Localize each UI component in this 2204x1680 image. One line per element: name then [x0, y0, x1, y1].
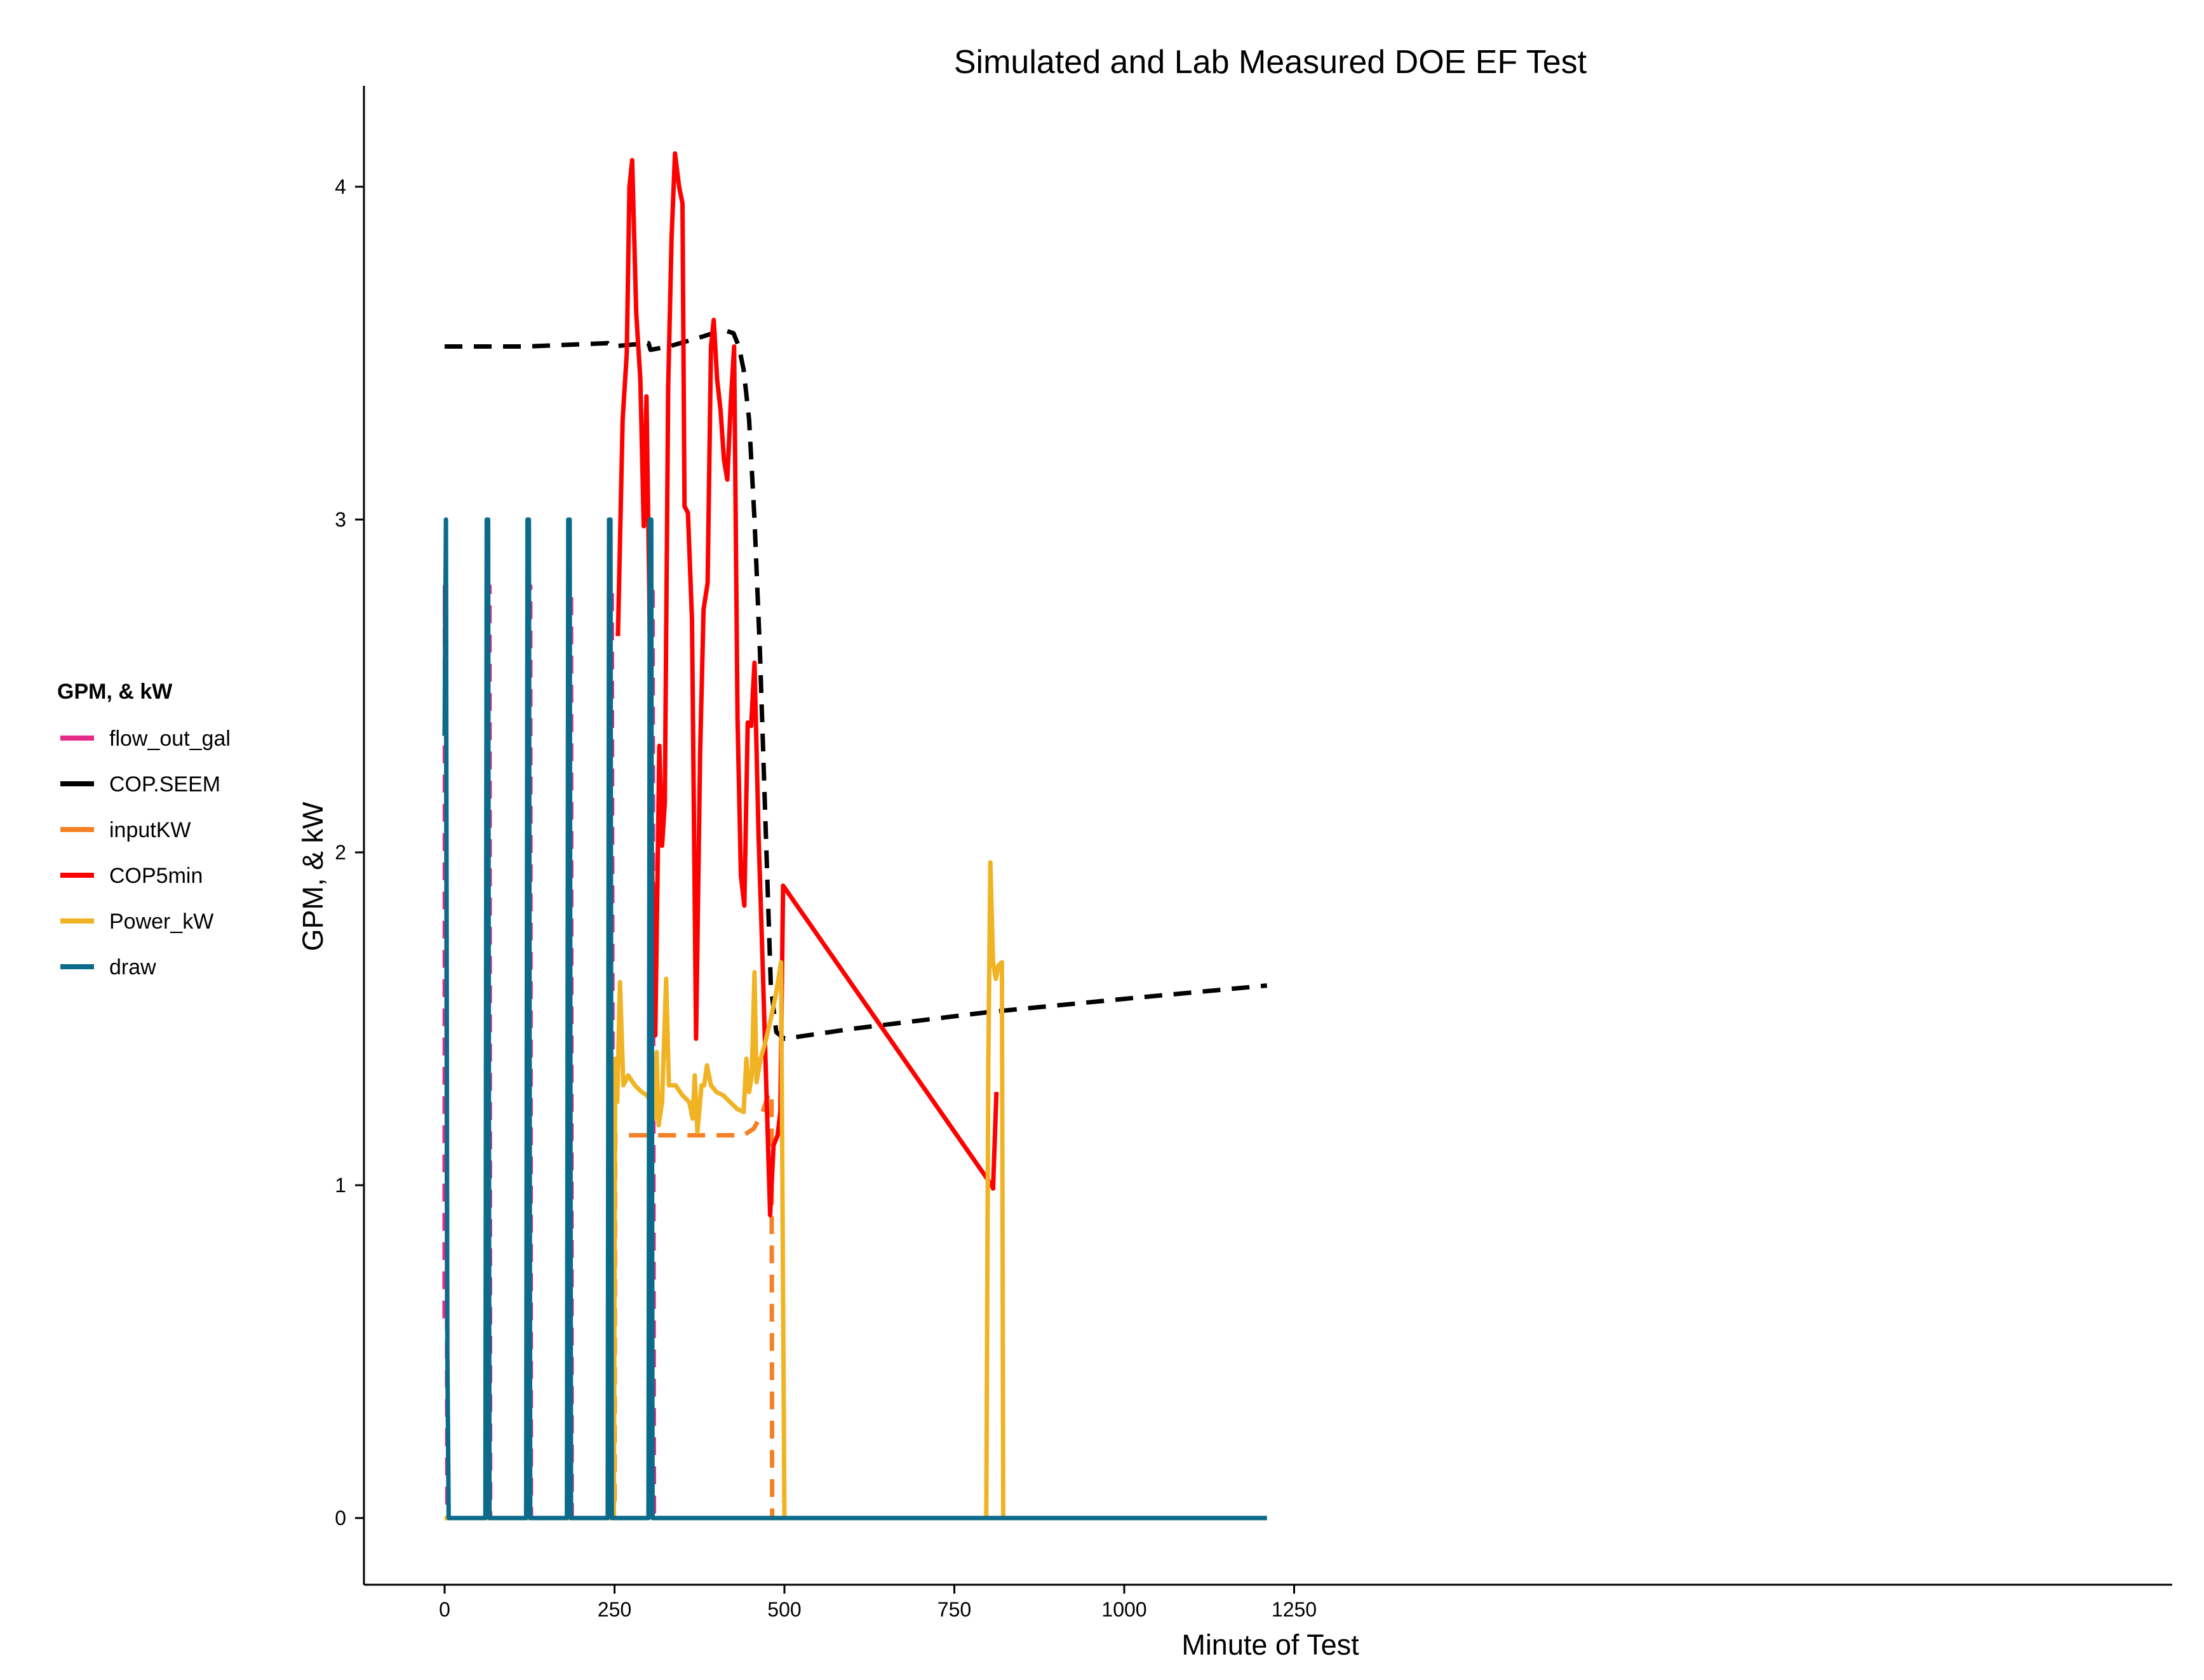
x-tick-label: 750 — [937, 1598, 971, 1621]
x-axis-title: Minute of Test — [1181, 1629, 1359, 1661]
series-line-cop5min — [615, 151, 999, 1218]
x-tick-label: 500 — [767, 1598, 801, 1621]
legend-items: flow_out_gal COP.SEEM inputKW COP5min Power_… — [60, 727, 231, 979]
series-line-draw — [442, 517, 1267, 1521]
legend: GPM, & kW flow_out_gal COP.SEEM inputKW COP… — [57, 680, 231, 979]
y-axis-ticks: 0 1 2 3 4 — [335, 175, 364, 1529]
legend-label: flow_out_gal — [109, 727, 231, 751]
legend-label: COP5min — [109, 864, 203, 888]
y-axis-title: GPM, & kW — [297, 802, 329, 951]
chart-title: Simulated and Lab Measured DOE EF Test — [954, 44, 1587, 81]
series-layer — [442, 151, 1268, 1521]
legend-label: COP.SEEM — [109, 772, 220, 796]
y-tick-label: 0 — [335, 1507, 346, 1529]
x-tick-label: 250 — [598, 1598, 631, 1621]
x-tick-label: 1250 — [1272, 1598, 1317, 1621]
x-tick-label: 0 — [439, 1598, 450, 1621]
legend-label: draw — [109, 955, 156, 979]
y-tick-label: 4 — [335, 175, 346, 198]
series-line-inputkw — [612, 1089, 775, 1519]
y-tick-label: 2 — [335, 841, 346, 864]
legend-label: Power_kW — [109, 910, 213, 934]
y-tick-label: 1 — [335, 1174, 346, 1197]
x-axis-ticks: 0 250 500 750 1000 1250 — [439, 1585, 1317, 1621]
legend-label: inputKW — [109, 818, 191, 842]
y-tick-label: 3 — [335, 508, 346, 531]
x-tick-label: 1000 — [1101, 1598, 1146, 1621]
legend-title: GPM, & kW — [57, 680, 173, 704]
